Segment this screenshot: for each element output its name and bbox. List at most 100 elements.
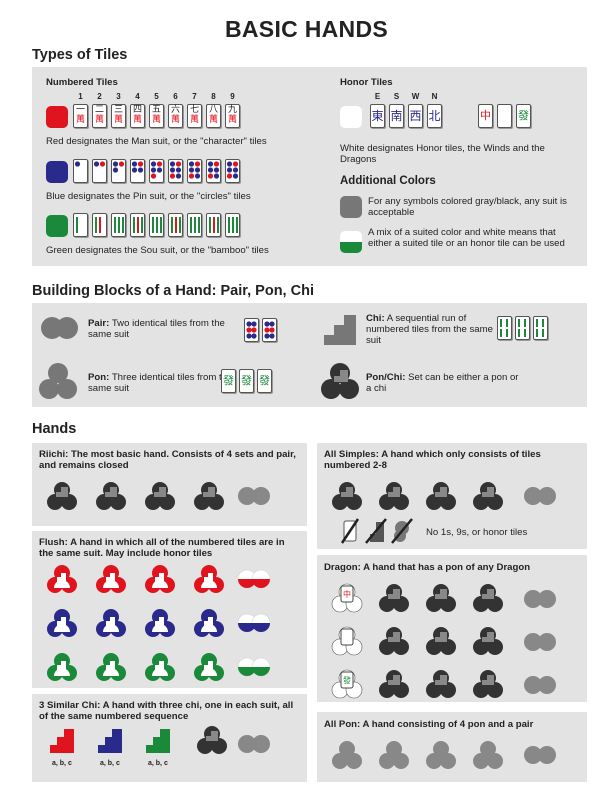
- pin-tile: [92, 159, 107, 183]
- dragon-tile: 發: [516, 104, 531, 128]
- mix-swatch: [340, 231, 362, 253]
- flush-pair-symbol: [237, 613, 271, 633]
- gray-swatch: [340, 196, 362, 218]
- sou-tile: [130, 213, 145, 237]
- flush-set-symbol: [47, 565, 77, 593]
- chi-stair-symbol: [50, 729, 74, 753]
- blocks-panel: [32, 303, 587, 407]
- riichi-ponchi-symbol: [96, 482, 126, 510]
- pon-term: Pon:: [88, 372, 110, 383]
- man-caption: Red designates the Man suit, or the "cha…: [46, 136, 267, 147]
- flush-desc: Flush: A hand in which all of the number…: [39, 537, 301, 559]
- man-tile: 六萬: [168, 104, 183, 128]
- similar-term: 3 Similar Chi:: [39, 700, 101, 711]
- chi-stair-symbol: [146, 729, 170, 753]
- allpon-panel: [317, 712, 587, 782]
- flush-term: Flush:: [39, 537, 68, 548]
- tile-number: 8: [211, 92, 216, 101]
- example-tile: 發: [239, 369, 254, 393]
- man-tile: 五萬: [149, 104, 164, 128]
- sou-caption: Green designates the Sou suit, or the "b…: [46, 245, 269, 256]
- pon-symbol: [39, 363, 77, 399]
- pin-caption: Blue designates the Pin suit, or the "ci…: [46, 191, 251, 202]
- flush-set-symbol: [194, 609, 224, 637]
- flush-set-symbol: [194, 653, 224, 681]
- flush-set-symbol: [47, 609, 77, 637]
- flush-set-symbol: [96, 653, 126, 681]
- man-tile: 四萬: [130, 104, 145, 128]
- example-tile: [244, 318, 259, 342]
- tile-number: 1: [78, 92, 83, 101]
- pair-desc: Pair: Two identical tiles from the same …: [88, 318, 238, 340]
- svg-text:中: 中: [343, 589, 351, 599]
- example-tile: 發: [221, 369, 236, 393]
- simples-ponchi-symbol: [426, 482, 456, 510]
- example-tile: [515, 316, 530, 340]
- dragon-ponchi-symbol: [379, 670, 409, 698]
- allpon-text: A hand consisting of 4 pon and a pair: [360, 719, 534, 730]
- hands-heading: Hands: [32, 421, 77, 437]
- dragon-term: Dragon:: [324, 562, 361, 573]
- simples-ponchi-symbol: [473, 482, 503, 510]
- example-tile: [533, 316, 548, 340]
- sou-tile: [206, 213, 221, 237]
- man-tile: 二萬: [92, 104, 107, 128]
- pin-tile: [111, 159, 126, 183]
- man-tile: 九萬: [225, 104, 240, 128]
- dragon-ponchi-symbol: [379, 584, 409, 612]
- chi-term: Chi:: [366, 313, 385, 324]
- ponchi-term: Pon/Chi:: [366, 372, 406, 383]
- simples-term: All Simples:: [324, 449, 379, 460]
- sou-tile: [92, 213, 107, 237]
- allpon-pon-symbol: [473, 741, 503, 769]
- allpon-pon-symbol: [426, 741, 456, 769]
- pin-tile: [187, 159, 202, 183]
- dragon-ponchi-symbol: [426, 627, 456, 655]
- honor-caption: White designates Honor tiles, the Winds …: [340, 143, 545, 165]
- dragon-ponchi-symbol: [426, 670, 456, 698]
- dragon-ponchi-symbol: [473, 584, 503, 612]
- wind-tile: 東: [370, 104, 385, 128]
- dragon-tile: [497, 104, 512, 128]
- simples-ponchi-symbol: [332, 482, 362, 510]
- man-tile: 一萬: [73, 104, 88, 128]
- simples-note: No 1s, 9s, or honor tiles: [426, 527, 528, 538]
- flush-set-symbol: [47, 653, 77, 681]
- wind-label: N: [431, 92, 438, 101]
- dragon-pon-symbol: 中: [331, 583, 363, 613]
- allpon-desc: All Pon: A hand consisting of 4 pon and …: [324, 719, 582, 730]
- riichi-pair-symbol: [238, 487, 270, 505]
- pair-text: Two identical tiles from the same suit: [88, 318, 225, 340]
- riichi-desc: Riichi: The most basic hand. Consists of…: [39, 449, 301, 471]
- sou-tile: [225, 213, 240, 237]
- tile-number: 7: [192, 92, 197, 101]
- sou-tile: [111, 213, 126, 237]
- example-tile: [262, 318, 277, 342]
- chi-symbol: [324, 315, 356, 345]
- allpon-term: All Pon:: [324, 719, 361, 730]
- flush-set-symbol: [145, 565, 175, 593]
- allpon-pair-symbol: [524, 746, 556, 764]
- riichi-text: The most basic hand. Consists of 4 sets …: [39, 449, 296, 471]
- allpon-pon-symbol: [379, 741, 409, 769]
- ponchi-text: Set can be either a pon or a chi: [366, 372, 519, 394]
- honor-title: Honor Tiles: [340, 77, 393, 88]
- no-terminals-symbols: [340, 518, 413, 544]
- similar-pair-symbol: [238, 735, 270, 753]
- mix-caption: A mix of a suited color and white means …: [368, 227, 565, 249]
- chi-text: A sequential run of numbered tiles from …: [366, 313, 493, 346]
- flush-set-symbol: [145, 609, 175, 637]
- numbered-title: Numbered Tiles: [46, 77, 118, 88]
- pin-tile: [130, 159, 145, 183]
- allpon-pon-symbol: [332, 741, 362, 769]
- riichi-ponchi-symbol: [194, 482, 224, 510]
- man-tile: 三萬: [111, 104, 126, 128]
- simples-ponchi-symbol: [379, 482, 409, 510]
- pon-text: Three identical tiles from the same suit: [88, 372, 233, 394]
- ponchi-symbol: [321, 363, 359, 399]
- sou-color-swatch: [46, 215, 68, 237]
- dragon-pon-symbol: 發: [331, 669, 363, 699]
- dragon-text: A hand that has a pon of any Dragon: [360, 562, 531, 573]
- simples-pair-symbol: [524, 487, 556, 505]
- svg-text:發: 發: [343, 676, 351, 685]
